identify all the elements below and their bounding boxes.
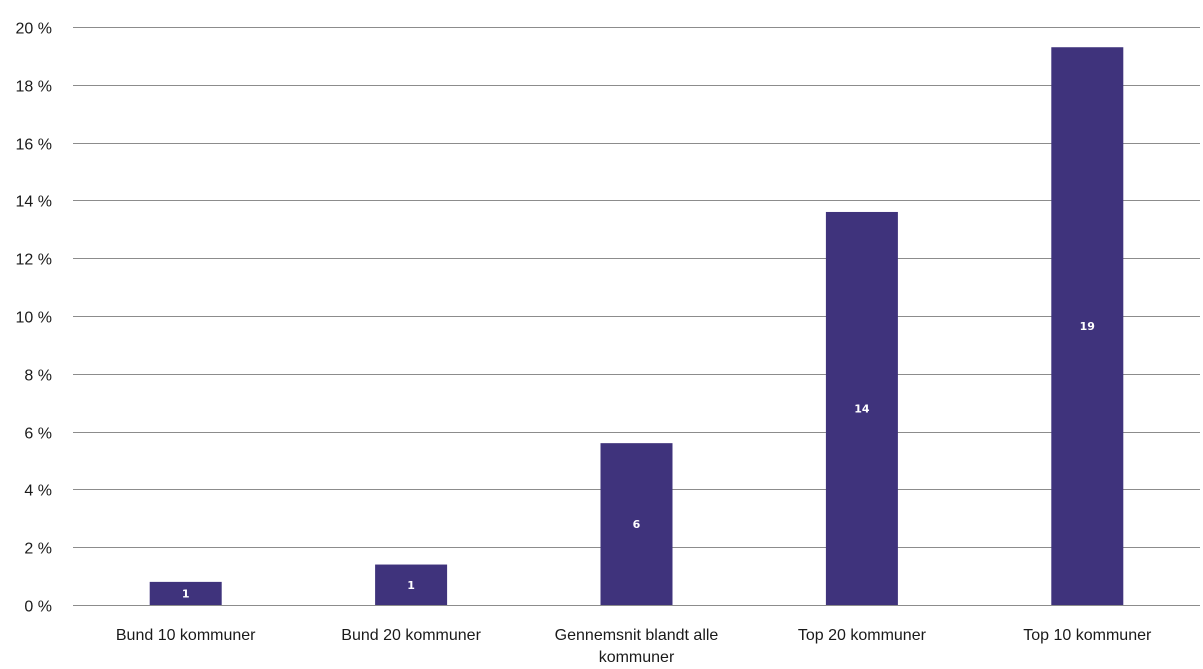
y-tick-label: 18 % <box>16 79 52 96</box>
y-tick-label: 6 % <box>24 426 52 443</box>
y-tick-label: 10 % <box>16 310 52 327</box>
bar-data-label: 14 <box>854 402 870 415</box>
x-category-label: Bund 20 kommuner <box>341 627 481 644</box>
x-category-label: Top 10 kommuner <box>1023 627 1152 644</box>
x-category-label: Top 20 kommuner <box>798 627 927 644</box>
x-category-label: kommuner <box>599 649 675 666</box>
x-category-label: Bund 10 kommuner <box>116 627 256 644</box>
y-tick-label: 14 % <box>16 194 52 211</box>
bar <box>1051 47 1124 606</box>
bar-data-label: 1 <box>407 579 415 592</box>
bar <box>825 211 898 605</box>
y-tick-label: 12 % <box>16 252 52 269</box>
bar-data-label: 1 <box>182 587 190 600</box>
y-axis-ticks: 0 % 2 % 4 % 6 % 8 % 10 % 12 % 14 % 16 % 18 % 20 % <box>16 21 52 616</box>
bar <box>600 443 673 605</box>
bar-data-label: 19 <box>1080 320 1095 333</box>
x-category-label: Gennemsnit blandt alle <box>555 627 719 644</box>
bar-data-labels: 1 1 6 14 19 <box>182 320 1095 600</box>
gridlines <box>73 27 1200 606</box>
bar <box>149 581 222 605</box>
bar-data-label: 6 <box>633 518 641 531</box>
y-tick-label: 8 % <box>24 368 52 385</box>
y-tick-label: 20 % <box>16 21 52 38</box>
y-tick-label: 4 % <box>24 483 52 500</box>
y-tick-label: 16 % <box>16 137 52 154</box>
y-tick-label: 2 % <box>24 541 52 558</box>
bars <box>149 47 1124 606</box>
bar <box>375 564 448 605</box>
y-tick-label: 0 % <box>24 599 52 616</box>
x-axis-categories: Bund 10 kommuner Bund 20 kommuner Gennemsn… <box>116 627 1152 666</box>
